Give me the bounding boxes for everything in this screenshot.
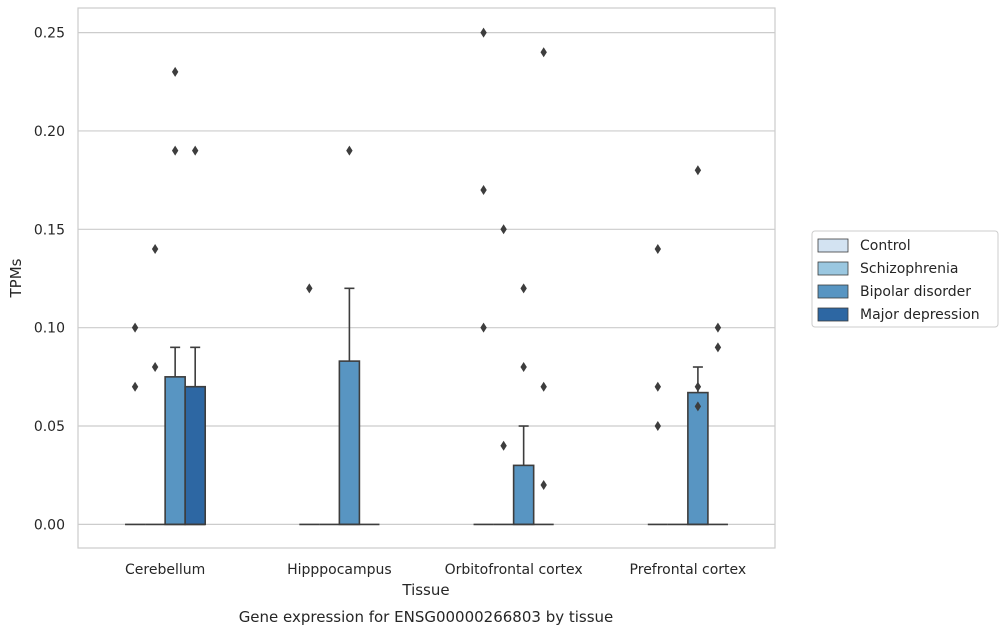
box-prefrontal-cortex-control [647,243,668,526]
box-cerebellum-schizophrenia [145,243,166,526]
y-tick-label: 0.15 [34,222,65,238]
outlier-point [306,283,313,294]
box-cerebellum-major-depression [184,145,207,526]
x-tick-label: Orbitofrontal cortex [445,562,583,578]
x-tick-label: Hipppocampus [287,562,392,578]
outlier-point [131,381,139,392]
x-tick-labels: Cerebellum Hipppocampus Orbitofrontal cort… [125,562,746,578]
outlier-point [654,421,662,432]
box-orbitofrontal-cortex-major-depression [533,47,554,526]
x-tick-label: Prefrontal cortex [630,562,747,578]
legend-swatch [817,284,849,299]
y-tick-label: 0.05 [34,419,65,435]
legend-entry: Control [860,238,911,254]
outlier-point [480,27,487,38]
legend-swatch [817,238,849,253]
outlier-point [171,66,179,77]
legend-entry: Bipolar disorder [860,284,971,300]
outlier-point [540,381,547,392]
legend-swatch [817,307,849,322]
y-tick-label: 0.25 [34,26,65,42]
y-axis-label: TPMs [7,258,25,298]
box-cerebellum-bipolar-disorder [164,66,186,526]
box-hipppocampus-control [299,283,320,526]
y-tick-label: 0.00 [34,517,65,533]
chart-title: Gene expression for ENSG00000266803 by t… [239,608,614,626]
outlier-point [131,322,139,333]
outlier-point [480,322,487,333]
box-hipppocampus-bipolar-disorder [338,145,361,526]
outlier-point [694,381,702,392]
box-body [184,385,207,526]
box-orbitofrontal-cortex-control [473,27,494,526]
outlier-point [714,322,722,333]
x-tick-label: Cerebellum [125,562,205,578]
box-body [687,391,709,526]
box-cerebellum-control [125,322,146,526]
box-prefrontal-cortex-major-depression [707,322,728,526]
outlier-point [654,243,662,254]
outlier-point [540,47,547,58]
outlier-point [480,184,487,195]
outlier-point [520,362,527,373]
outlier-point [714,342,722,353]
outlier-point [171,145,179,156]
legend-swatch [817,261,849,276]
box-orbitofrontal-cortex-bipolar-disorder [512,283,535,526]
box-body [164,376,186,526]
outlier-point [654,381,662,392]
outlier-point [694,165,702,176]
outlier-point [151,243,159,254]
outlier-point [151,362,159,373]
y-tick-label: 0.20 [34,124,65,140]
box-body [512,464,535,526]
y-tick-label: 0.10 [34,321,65,337]
outlier-point [346,145,353,156]
boxes [125,27,728,526]
outlier-point [191,145,199,156]
box-body [338,360,361,526]
legend: Control Schizophrenia Bipolar disorder Majo… [811,230,999,328]
outlier-point [500,440,507,451]
x-axis-label: Tissue [401,581,449,599]
y-tick-labels: 0.00 0.05 0.10 0.15 0.20 0.25 [34,26,65,534]
plot-frame [77,7,776,549]
outlier-point [694,401,702,412]
box-orbitofrontal-cortex-schizophrenia [493,224,514,526]
outlier-point [500,224,507,235]
box-prefrontal-cortex-bipolar-disorder [687,165,709,526]
outlier-point [520,283,527,294]
legend-entry: Schizophrenia [860,261,958,277]
outlier-point [540,480,547,491]
legend-frame [811,230,999,328]
legend-entry: Major depression [860,307,980,323]
